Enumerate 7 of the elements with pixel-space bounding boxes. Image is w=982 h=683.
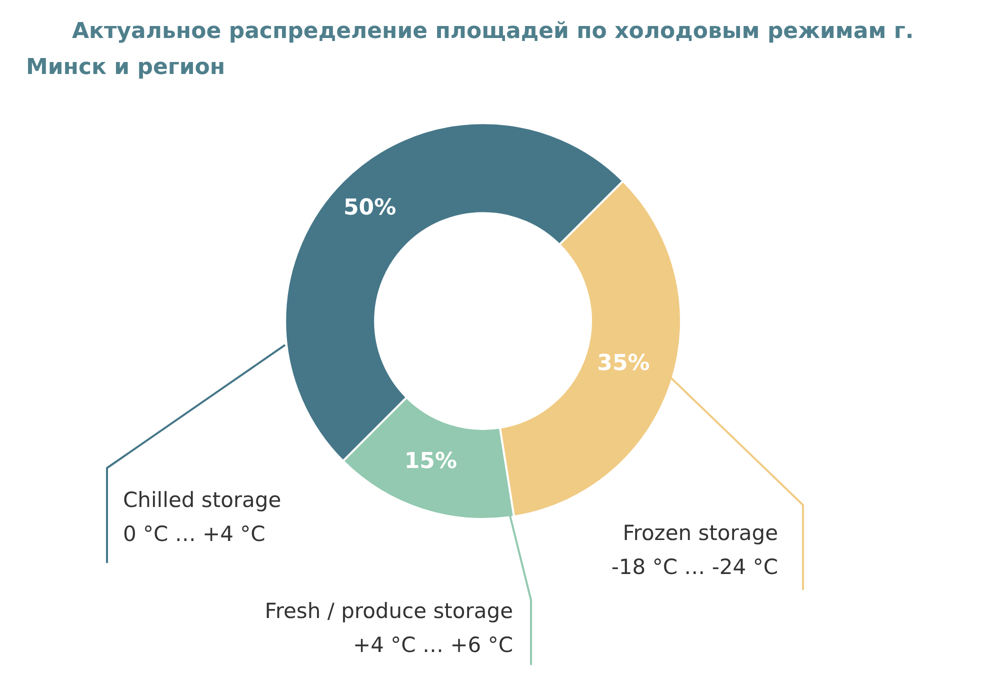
data-label: 35% (597, 350, 650, 376)
data-label: 50% (343, 195, 396, 220)
data-label: 15% (404, 449, 458, 474)
slice-label: Frozen storage -18 °C … -24 °C (611, 521, 778, 579)
chart-title: Актуальное распределение площадей по холодовым режимам г. Минск и регион (26, 18, 915, 82)
slice-label: Fresh / produce storage +4 °C … +6 °C (264, 599, 513, 657)
slice-label: Chilled storage 0 °C … +4 °C (123, 488, 282, 546)
